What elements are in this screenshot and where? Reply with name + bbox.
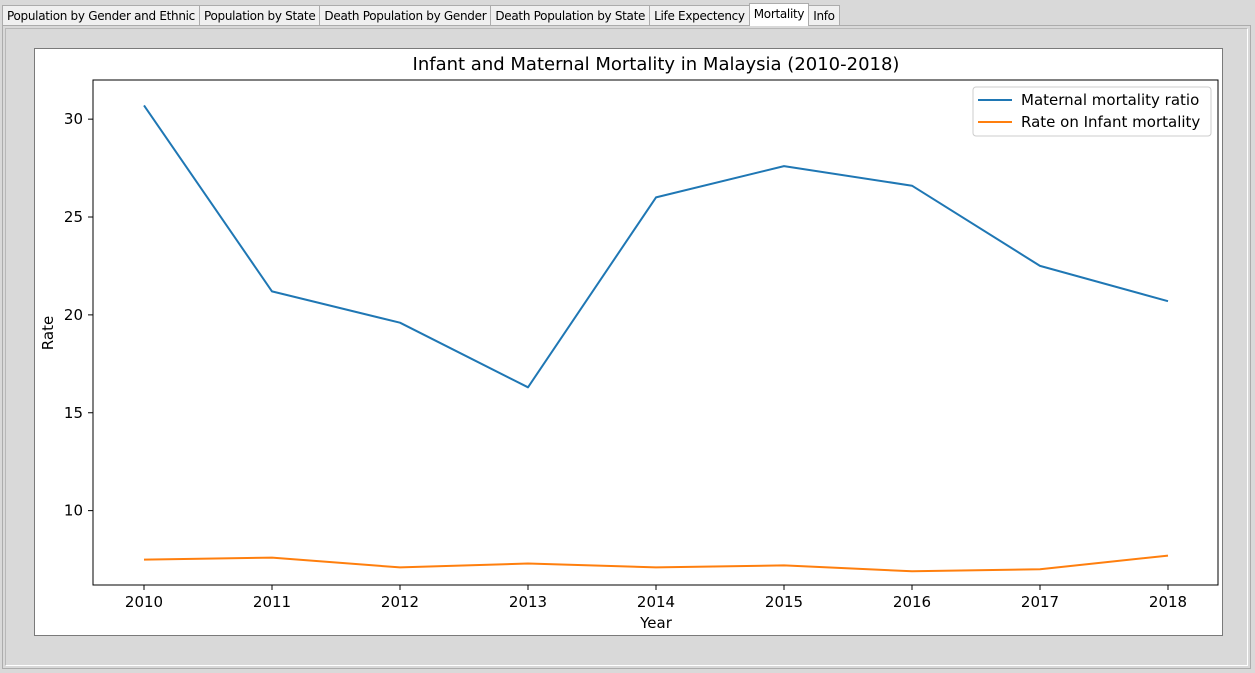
mortality-line-chart: Infant and Maternal Mortality in Malaysi… <box>39 54 1219 632</box>
legend-label-maternal-mortality-ratio: Maternal mortality ratio <box>1021 91 1199 109</box>
x-tick-label: 2012 <box>381 593 419 611</box>
x-tick-label: 2015 <box>765 593 803 611</box>
x-tick-label: 2018 <box>1149 593 1187 611</box>
x-tick-label: 2010 <box>125 593 163 611</box>
x-tick-label: 2013 <box>509 593 547 611</box>
tab-death-population-by-gender[interactable]: Death Population by Gender <box>319 5 492 26</box>
tab-bar: Population by Gender and Ethnic Populati… <box>2 3 840 26</box>
x-tick-label: 2011 <box>253 593 291 611</box>
y-tick-label: 10 <box>64 502 83 520</box>
y-tick-label: 20 <box>64 306 83 324</box>
series-line-1 <box>143 554 1169 573</box>
tab-population-by-state[interactable]: Population by State <box>198 5 321 26</box>
x-axis-ticks: 2010 2011 2012 2013 2014 2015 2016 2017 2018 <box>125 585 1187 611</box>
plot-area <box>92 79 1219 586</box>
tab-life-expectency[interactable]: Life Expectency <box>649 5 750 26</box>
series-line-0 <box>143 104 1169 389</box>
tab-info[interactable]: Info <box>808 5 840 26</box>
x-tick-label: 2016 <box>893 593 931 611</box>
y-axis-ticks: 10 15 20 25 30 <box>64 110 93 520</box>
chart-title: Infant and Maternal Mortality in Malaysi… <box>413 54 900 75</box>
y-tick-label: 15 <box>64 404 83 422</box>
series-layer <box>143 104 1169 573</box>
x-axis-label: Year <box>639 614 673 632</box>
legend-box <box>972 86 1212 137</box>
x-tick-label: 2017 <box>1021 593 1059 611</box>
tab-population-by-gender-and-ethnic[interactable]: Population by Gender and Ethnic <box>2 5 200 26</box>
y-axis-label: Rate <box>39 316 57 350</box>
legend-label-infant-mortality-rate: Rate on Infant mortality <box>1021 113 1200 131</box>
y-tick-label: 30 <box>64 110 83 128</box>
x-tick-label: 2014 <box>637 593 675 611</box>
y-tick-label: 25 <box>64 208 83 226</box>
panel-frame <box>5 28 1248 666</box>
chart-legend: Maternal mortality ratio Rate on Infant … <box>972 86 1212 137</box>
tab-death-population-by-state[interactable]: Death Population by State <box>490 5 651 26</box>
tab-mortality[interactable]: Mortality <box>748 3 810 26</box>
chart-figure: Infant and Maternal Mortality in Malaysi… <box>34 48 1223 636</box>
